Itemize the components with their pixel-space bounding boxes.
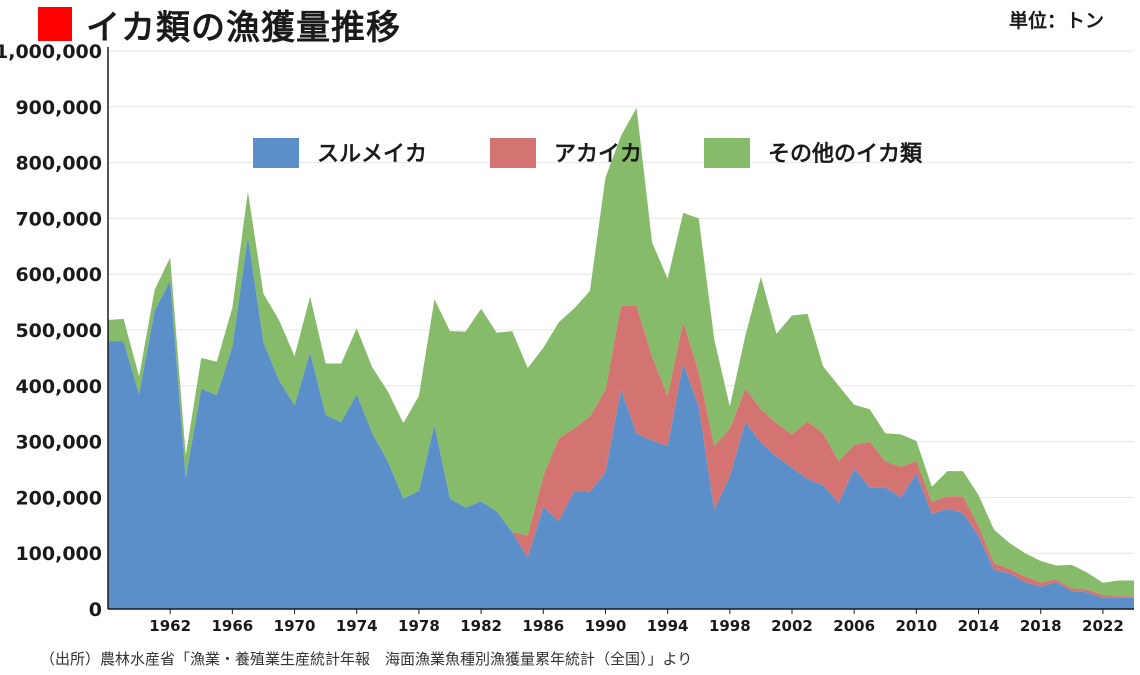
x-tick-label: 1990 — [585, 617, 627, 635]
x-tick-label: 2014 — [958, 617, 1000, 635]
legend-swatch — [704, 138, 750, 168]
x-tick-label: 1978 — [398, 617, 440, 635]
legend-label: スルメイカ — [317, 142, 427, 167]
legend-label: アカイカ — [554, 142, 642, 167]
source-note: （出所）農林水産省「漁業・養殖業生産統計年報 海面漁業魚種別漁獲量累年統計（全国… — [40, 650, 693, 668]
legend-label: その他のイカ類 — [768, 142, 923, 167]
y-tick-label: 400,000 — [15, 376, 102, 398]
legend-swatch — [490, 138, 536, 168]
x-tick-label: 2006 — [833, 617, 875, 635]
area-series-3 — [108, 107, 1134, 597]
x-tick-label: 1986 — [522, 617, 564, 635]
x-tick-label: 1998 — [709, 617, 751, 635]
x-tick-label: 1994 — [647, 617, 689, 635]
x-tick-label: 1966 — [211, 617, 253, 635]
x-tick-label: 1962 — [149, 617, 191, 635]
y-tick-label: 100,000 — [15, 543, 102, 565]
x-tick-label: 2002 — [771, 617, 813, 635]
stacked-areas — [108, 107, 1134, 610]
legend-swatch — [253, 138, 299, 168]
title-marker-icon — [38, 7, 72, 41]
x-tick-label: 2022 — [1082, 617, 1124, 635]
y-tick-label: 0 — [89, 599, 102, 621]
unit-label: 単位：トン — [1008, 10, 1104, 32]
y-tick-label: 700,000 — [15, 208, 102, 230]
y-tick-label: 500,000 — [15, 320, 102, 342]
area-series-1 — [108, 236, 1134, 610]
x-tick-label: 2010 — [895, 617, 937, 635]
y-tick-label: 300,000 — [15, 432, 102, 454]
axes: 0 100,000 200,000 300,000 400,000 500,000 600,… — [0, 41, 1134, 635]
x-tick-label: 1970 — [274, 617, 316, 635]
title-block: イカ類の漁獲量推移 — [38, 4, 401, 48]
area-series-2 — [108, 236, 1134, 598]
y-tick-label: 600,000 — [15, 264, 102, 286]
y-tick-label: 900,000 — [15, 97, 102, 119]
y-tick-label: 1,000,000 — [0, 41, 102, 63]
x-tick-label: 1974 — [336, 617, 378, 635]
legend: スルメイカ アカイカ その他のイカ類 — [253, 138, 923, 168]
y-tick-label: 800,000 — [15, 153, 102, 175]
x-tick-label: 2018 — [1020, 617, 1062, 635]
chart-title: イカ類の漁獲量推移 — [86, 7, 401, 48]
x-tick-label: 1982 — [460, 617, 502, 635]
y-tick-label: 200,000 — [15, 487, 102, 509]
